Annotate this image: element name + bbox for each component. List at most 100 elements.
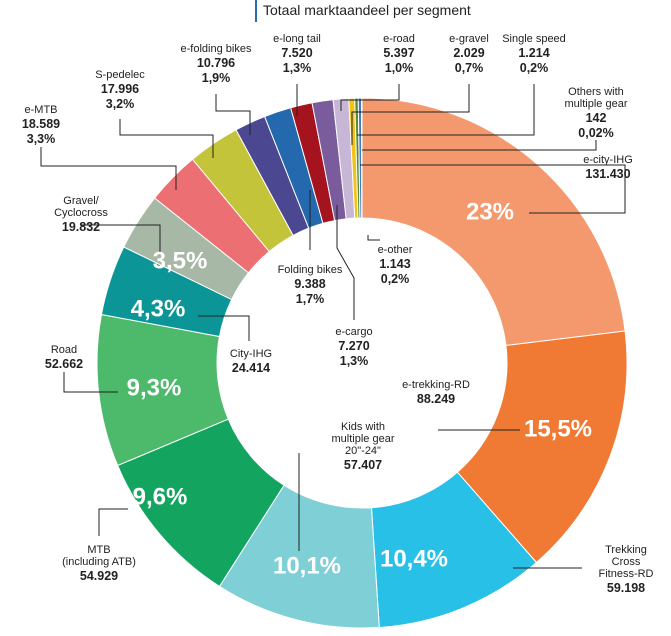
leader-line-7: [81, 224, 161, 255]
slice-value-text: 3,3%: [27, 132, 56, 146]
slice-value-text: 0,2%: [381, 272, 410, 286]
slice-1: [456, 330, 628, 564]
slice-name-text: 20"-24": [345, 445, 381, 457]
slice-label-3: Kids with multiple gear 20"-24" 57.407: [332, 421, 395, 472]
slice-value-text: 24.414: [232, 361, 270, 375]
slice-name-text: e-city-IHG: [583, 154, 633, 166]
slice-name-text: multiple gear: [565, 98, 628, 110]
leader-line-10: [215, 94, 251, 135]
slice-value-text: 10.796: [197, 56, 235, 70]
slice-label-10: e-folding bikes 10.796 1,9%: [181, 43, 252, 85]
slice-value-text: 1.143: [379, 257, 410, 271]
leader-line-5: [63, 372, 118, 393]
slice-value-text: 3,2%: [106, 97, 135, 111]
slice-value-text: 18.589: [22, 117, 60, 131]
slice-label-8: e-MTB 18.589 3,3%: [22, 104, 60, 146]
leader-line-4: [98, 508, 128, 536]
slice-name-text: City-IHG: [230, 348, 272, 360]
slice-value-text: 59.198: [607, 581, 645, 595]
slice-label-6: City-IHG 24.414: [230, 348, 272, 375]
slice-label-12: e-long tail 7.520 1,3%: [273, 33, 321, 75]
slice-value-text: 9.388: [294, 277, 325, 291]
slice-value-text: 0,2%: [520, 61, 549, 75]
slice-name-text: Trekking: [605, 544, 647, 556]
slice-name-text: Cross: [612, 556, 641, 568]
slice-percent-1: 15,5%: [524, 415, 592, 442]
slice-percent-6: 4,3%: [131, 295, 186, 322]
slice-name-text: e-trekking-RD: [402, 379, 470, 391]
slice-name-text: e-cargo: [335, 326, 372, 338]
slice-label-5: Road 52.662: [45, 344, 83, 371]
slice-name-text: e-folding bikes: [181, 43, 252, 55]
slice-label-13: e-cargo 7.270 1,3%: [335, 326, 372, 368]
slice-value-text: 2.029: [453, 46, 484, 60]
slice-label-7: Gravel/Cyclocross 19.832: [54, 195, 108, 234]
slice-name-text: Folding bikes: [278, 264, 343, 276]
slice-label-4: MTB (including ATB) 54.929: [62, 544, 136, 583]
slice-label-2: Trekking Cross Fitness-RD 59.198: [598, 544, 653, 595]
slice-value-text: 1,3%: [283, 61, 312, 75]
slice-name-text: e-gravel: [449, 33, 489, 45]
slice-name-text: e-MTB: [25, 104, 58, 116]
slice-value-text: 131.430: [585, 167, 630, 181]
slice-name-text: multiple gear: [332, 433, 395, 445]
slice-value-text: 54.929: [80, 569, 118, 583]
slice-0: [361, 97, 626, 347]
slice-value-text: 1,3%: [340, 354, 369, 368]
slice-value-text: 0,7%: [455, 61, 484, 75]
chart-title: Totaal marktaandeel per segment: [263, 2, 471, 18]
slice-label-17: e-other 1.143 0,2%: [378, 244, 413, 286]
slice-label-0: e-city-IHG 131.430: [583, 154, 633, 181]
slice-name-text: e-other: [378, 244, 413, 256]
slice-label-15: e-gravel 2.029 0,7%: [449, 33, 489, 75]
leader-line-6: [198, 315, 250, 341]
slice-value-text: 7.270: [338, 339, 369, 353]
slice-name-text: Single speed: [502, 33, 566, 45]
slice-percent-5: 9,3%: [127, 374, 182, 401]
slice-percent-7: 3,5%: [153, 247, 208, 274]
slice-percent-3: 10,1%: [273, 552, 341, 579]
chart-title-bar: Totaal marktaandeel per segment: [255, 0, 471, 22]
slice-label-18: Others with multiple gear 142 0,02%: [565, 86, 628, 140]
slice-value-text: 19.832: [62, 220, 100, 234]
leader-line-9: [119, 119, 214, 158]
slice-name-text: (including ATB): [62, 556, 136, 568]
slice-value-text: 5.397: [383, 46, 414, 60]
slice-name-text: S-pedelec: [95, 69, 145, 81]
slice-value-text: 17.996: [101, 82, 139, 96]
slice-value-text: 1,0%: [385, 61, 414, 75]
slice-label-16: Single speed 1.214 0,2%: [502, 33, 566, 75]
leader-line-14: [340, 84, 400, 111]
slice-value-text: 1.214: [518, 46, 549, 60]
slice-percent-2: 10,4%: [380, 545, 448, 572]
slice-label-9: S-pedelec 17.996 3,2%: [95, 69, 145, 111]
slice-label-1: e-trekking-RD 88.249: [402, 379, 470, 406]
slice-value-text: 52.662: [45, 357, 83, 371]
leader-line-8: [40, 147, 177, 190]
slice-percent-4: 9,6%: [133, 483, 188, 510]
slice-name-text: MTB: [87, 544, 110, 556]
slice-name-text: e-long tail: [273, 33, 321, 45]
slice-value-text: 88.249: [417, 392, 455, 406]
leader-line-13: [336, 205, 355, 320]
leader-line-18: [362, 140, 597, 151]
slice-percent-0: 23%: [466, 198, 514, 225]
slice-label-11: Folding bikes 9.388 1,7%: [278, 264, 343, 306]
slice-value-text: 1,9%: [202, 71, 231, 85]
leader-line-16: [357, 84, 535, 136]
slice-name-text: Others with: [568, 86, 624, 98]
slice-value-text: 7.520: [281, 46, 312, 60]
slice-name-text: Fitness-RD: [598, 568, 653, 580]
slice-label-14: e-road 5.397 1,0%: [383, 33, 415, 75]
slice-name-text: Kids with: [341, 421, 385, 433]
slice-value-text: 57.407: [344, 458, 382, 472]
leader-line-0: [360, 164, 626, 214]
slice-name-text: Gravel/: [63, 195, 99, 207]
leader-line-17: [367, 235, 380, 241]
slice-value-text: 0,02%: [578, 126, 613, 140]
slice-value-text: 142: [586, 111, 607, 125]
slice-name-text: Cyclocross: [54, 207, 108, 219]
slice-name-text: e-road: [383, 33, 415, 45]
slice-value-text: 1,7%: [296, 292, 325, 306]
